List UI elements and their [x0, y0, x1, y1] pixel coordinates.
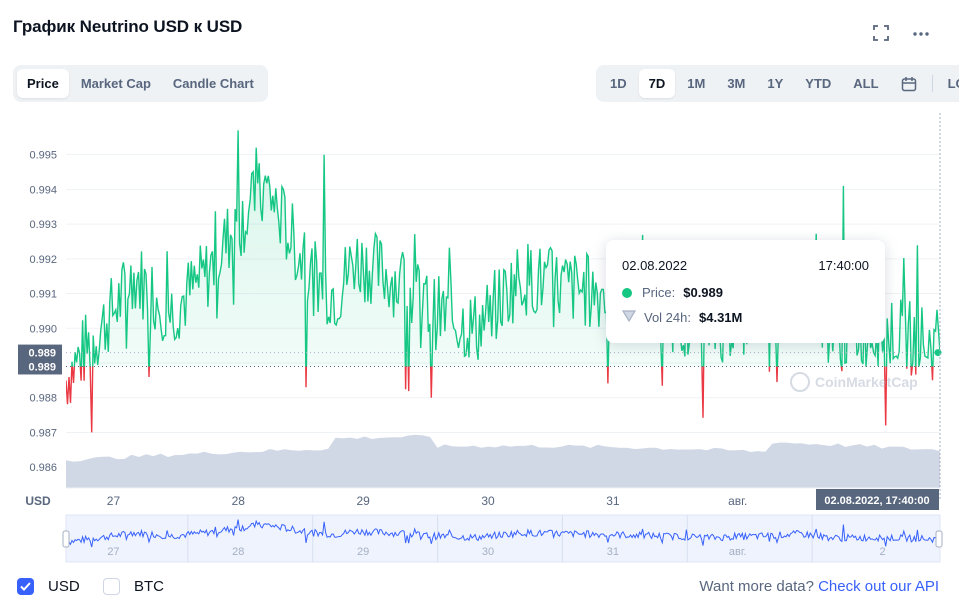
y-tick-label: 0.992 [29, 254, 57, 266]
range-1m[interactable]: 1M [687, 76, 706, 91]
tooltip-volume-row: Vol 24h: $4.31M [621, 310, 743, 325]
x-tick-label: авг. [728, 494, 747, 508]
x-tick-label: 29 [356, 494, 370, 508]
tooltip-volume-label: Vol 24h: [644, 310, 691, 325]
currency-label: USD [25, 494, 51, 508]
y-tick-label: 0.995 [29, 150, 57, 162]
navigator-tick-label: 2 [880, 546, 886, 558]
crosshair-date-text: 02.08.2022, 17:40:00 [824, 495, 929, 507]
range-ytd[interactable]: YTD [805, 76, 832, 91]
tooltip-volume-value: $4.31M [699, 310, 743, 325]
range-7d[interactable]: 7D [638, 69, 676, 98]
x-tick-label: 31 [606, 494, 620, 508]
range-selector: 1D 7D 1M 3M 1Y YTD ALL LOG [596, 65, 959, 102]
navigator-handle-right[interactable] [935, 530, 943, 548]
volume-icon [621, 310, 637, 325]
navigator-tick-label: 27 [107, 546, 119, 558]
navigator-handle-left[interactable] [62, 530, 70, 548]
crosshair-date-tag: 02.08.2022, 17:40:00 [816, 489, 939, 510]
tab-candle-chart[interactable]: Candle Chart [172, 76, 254, 91]
fullscreen-icon[interactable] [872, 24, 890, 42]
navigator-tick-label: 30 [482, 546, 494, 558]
baseline-tag: 0.989 [18, 358, 62, 375]
navigator-tick-label: авг. [729, 546, 747, 558]
usd-label: USD [48, 578, 80, 595]
y-tick-label: 0.987 [29, 427, 57, 439]
api-text: Want more data? [699, 578, 814, 595]
y-tick-label: 0.993 [29, 219, 57, 231]
tab-market-cap[interactable]: Market Cap [80, 76, 151, 91]
price-chart[interactable]: 0.995 0.994 0.993 0.992 0.991 0.990 0.989 0.988… [0, 105, 959, 565]
current-price-tag-text: 0.989 [28, 348, 56, 360]
range-divider [931, 75, 933, 92]
checkbox-checked-icon[interactable] [17, 578, 34, 595]
range-1y[interactable]: 1Y [767, 76, 784, 91]
crosshair-date-bg [816, 489, 939, 510]
navigator-line [65, 519, 941, 548]
current-price-tag: 0.989 [18, 344, 62, 361]
btc-toggle[interactable]: BTC [103, 578, 164, 595]
navigator-tick-label: 29 [357, 546, 369, 558]
x-tick-label: 28 [232, 494, 246, 508]
api-promo: Want more data? Check out our API [699, 578, 939, 595]
cmc-logo-icon [790, 372, 810, 392]
coinmarketcap-watermark: CoinMarketCap [790, 372, 918, 392]
watermark-text: CoinMarketCap [815, 374, 918, 390]
tooltip-price-value: $0.989 [683, 285, 723, 300]
calendar-icon[interactable] [891, 69, 927, 98]
navigator-tick-label: 28 [232, 546, 244, 558]
chart-type-tabs: Price Market Cap Candle Chart [13, 65, 268, 102]
chart-tooltip: 02.08.2022 17:40:00 Price: $0.989 Vol 24… [606, 240, 885, 343]
navigator-window [65, 514, 941, 563]
volume-area [66, 434, 940, 488]
tooltip-time: 17:40:00 [818, 258, 869, 273]
range-all[interactable]: ALL [853, 76, 879, 91]
tooltip-price-label: Price: [642, 285, 676, 300]
y-tick-label: 0.990 [29, 323, 57, 335]
more-icon[interactable] [912, 24, 930, 42]
y-tick-label: 0.988 [29, 393, 57, 405]
tooltip-date: 02.08.2022 [622, 258, 688, 273]
range-1d[interactable]: 1D [610, 76, 627, 91]
navigator-tick-label: 31 [607, 546, 619, 558]
tab-price[interactable]: Price [17, 69, 69, 98]
checkbox-unchecked-icon[interactable] [103, 578, 120, 595]
range-3m[interactable]: 3M [727, 76, 746, 91]
price-area-fill [66, 130, 940, 367]
x-tick-label: 27 [107, 494, 121, 508]
baseline-tag-text: 0.989 [28, 361, 56, 373]
btc-label: BTC [134, 578, 164, 595]
x-tick-label: 30 [481, 494, 495, 508]
y-tick-label: 0.994 [29, 184, 57, 196]
chart-title: График Neutrino USD к USD [13, 17, 243, 36]
y-tick-label: 0.991 [29, 289, 57, 301]
log-toggle[interactable]: LOG [947, 76, 959, 91]
api-link[interactable]: Check out our API [818, 578, 939, 595]
baseline-tag-bg [18, 358, 62, 375]
price-dot-icon [622, 287, 632, 298]
y-tick-label: 0.986 [29, 462, 57, 474]
current-price-tag-bg [18, 344, 62, 361]
usd-toggle[interactable]: USD [17, 578, 80, 595]
tooltip-price-row: Price: $0.989 [622, 285, 723, 300]
